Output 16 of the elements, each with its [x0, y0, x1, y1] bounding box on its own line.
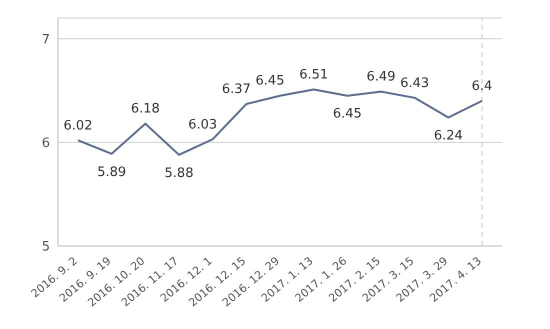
data-label: 6.43	[400, 76, 430, 91]
data-label: 6.45	[332, 106, 362, 122]
y-tick-label: 6	[42, 136, 50, 151]
data-label: 6.45	[256, 74, 284, 89]
data-label: 5.88	[164, 166, 194, 181]
data-label: 6.4	[472, 78, 492, 94]
y-tick-label: 7	[42, 32, 50, 48]
data-label: 6.51	[299, 68, 328, 83]
data-label: 6.37	[222, 82, 251, 98]
data-label: 6.03	[188, 117, 218, 132]
data-label: 6.24	[434, 128, 463, 144]
data-label: 5.89	[97, 164, 126, 180]
data-label: 6.18	[130, 102, 160, 117]
data-label: 6.49	[366, 70, 396, 85]
y-tick-label: 5	[42, 240, 50, 255]
data-label: 6.02	[64, 118, 92, 134]
